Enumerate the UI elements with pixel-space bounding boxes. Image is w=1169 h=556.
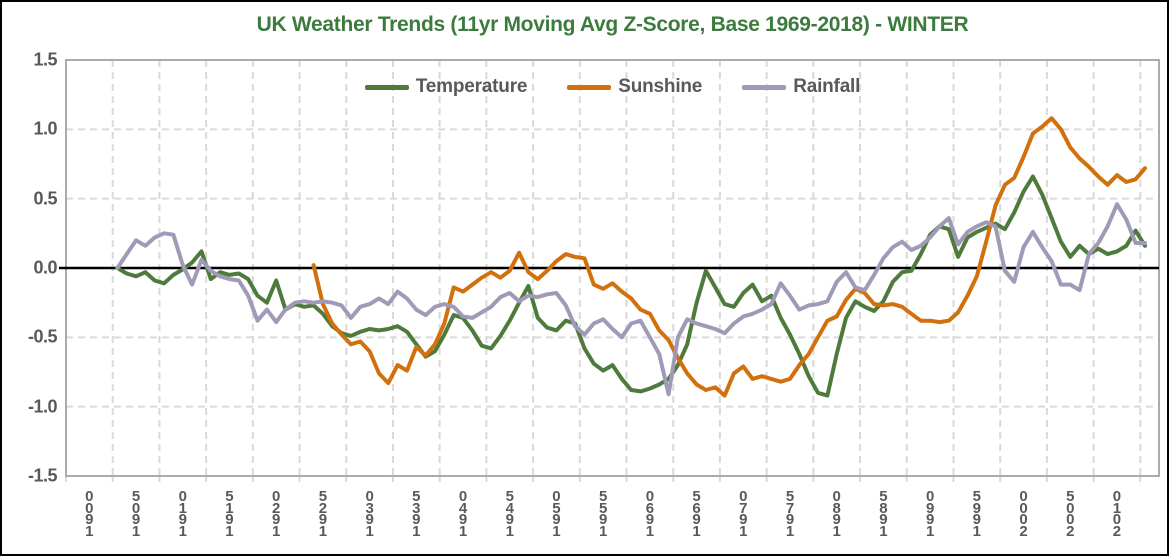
temperature-line: [115, 174, 1147, 398]
y-tick-label: 0.5: [33, 188, 57, 209]
y-tick-label: 0.0: [33, 257, 57, 278]
y-tick-label: -1.5: [27, 465, 58, 486]
y-tick-label: 1.0: [33, 118, 57, 139]
rainfall-line: [115, 202, 1147, 397]
sunshine-line: [311, 116, 1147, 398]
y-tick-label: -1.0: [27, 396, 58, 417]
y-tick-label: -0.5: [27, 326, 58, 347]
chart-title: UK Weather Trends (11yr Moving Avg Z-Sco…: [256, 13, 969, 36]
y-tick-label: 1.5: [33, 49, 57, 70]
